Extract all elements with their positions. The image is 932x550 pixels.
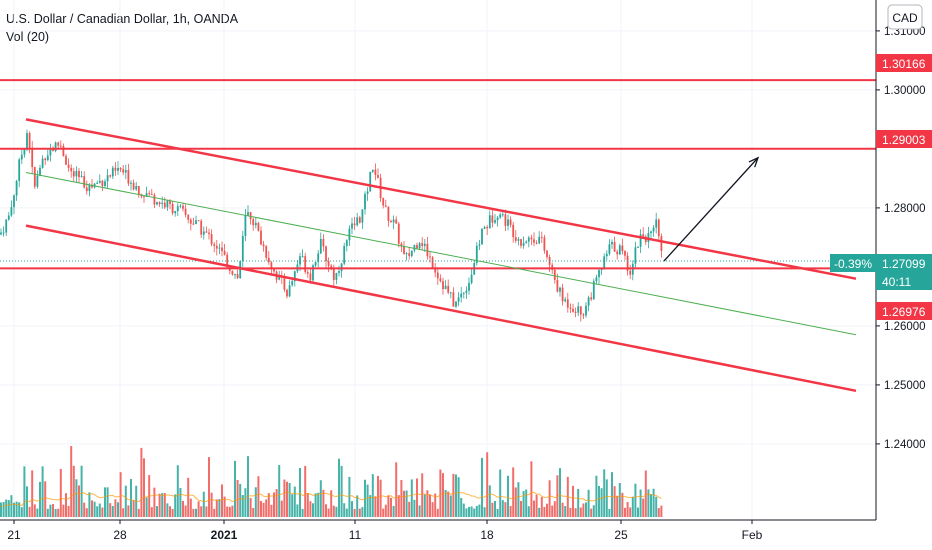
channel-lower-line[interactable] <box>25 224 857 393</box>
time-tick-label: 2021 <box>211 528 238 542</box>
price-tick-label: 1.26000 <box>884 321 926 333</box>
tag-resistance-top-label: 1.30166 <box>882 57 926 71</box>
bar-countdown-label: 40:11 <box>882 275 911 289</box>
volume-indicator-label[interactable]: Vol (20) <box>6 30 50 44</box>
price-axis[interactable]: 1.310001.300001.280001.260001.250001.240… <box>876 26 926 451</box>
arrow-head <box>748 156 760 168</box>
chart-header: U.S. Dollar / Canadian Dollar, 1h, OANDA… <box>6 10 238 46</box>
currency-button[interactable]: CAD <box>887 4 923 30</box>
tag-resistance-mid-label: 1.29003 <box>882 133 926 147</box>
volume-moving-average <box>0 491 662 507</box>
time-tick-label: 21 <box>7 528 21 542</box>
channel-middle-line[interactable] <box>25 172 857 336</box>
arrow-shaft <box>663 157 759 262</box>
time-tick-label: Feb <box>742 528 763 542</box>
price-tick-label: 1.30000 <box>884 85 926 97</box>
price-tick-label: 1.24000 <box>884 439 926 451</box>
tag-support[interactable]: 1.26976 <box>876 302 932 320</box>
time-tick-label: 11 <box>349 528 362 542</box>
time-tick-label: 25 <box>614 528 628 542</box>
time-tick-label: 28 <box>113 528 127 542</box>
tag-support-label: 1.26976 <box>882 305 926 319</box>
descending-channel[interactable] <box>25 118 857 393</box>
projection-arrow[interactable] <box>663 156 760 262</box>
time-tick-label: 18 <box>480 528 494 542</box>
tag-resistance-top[interactable]: 1.30166 <box>876 54 932 72</box>
volume-bars <box>0 446 663 517</box>
tag-resistance-mid[interactable]: 1.29003 <box>876 130 932 148</box>
price-tick-label: 1.28000 <box>884 203 926 215</box>
last-price-label: 1.27099 <box>882 257 926 271</box>
change-percent-label: -0.39% <box>834 257 872 271</box>
tag-change-percent[interactable]: -0.39% <box>830 254 876 272</box>
chart-grid <box>0 0 876 520</box>
tag-last-price[interactable]: 1.27099 40:11 <box>876 254 932 290</box>
symbol-title[interactable]: U.S. Dollar / Canadian Dollar, 1h, OANDA <box>6 12 239 26</box>
currency-label: CAD <box>892 11 918 25</box>
horizontal-levels[interactable] <box>0 79 876 270</box>
time-axis[interactable]: 21 28 2021 11 18 25 Feb <box>7 520 763 542</box>
price-tick-label: 1.25000 <box>884 380 926 392</box>
candlesticks <box>0 129 663 322</box>
channel-upper-line[interactable] <box>25 118 857 280</box>
